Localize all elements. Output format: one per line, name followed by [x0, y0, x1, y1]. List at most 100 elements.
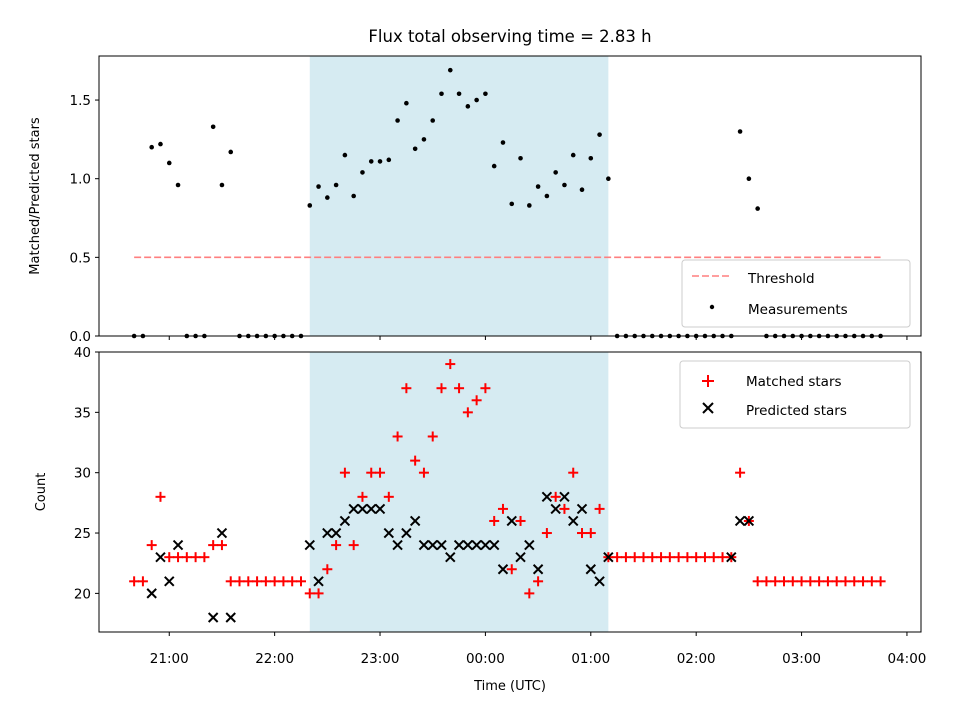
bottom-xtick-label: 04:00: [887, 651, 926, 667]
matched-star-marker: [436, 383, 447, 394]
measurement-point: [342, 152, 348, 158]
chart-title: Flux total observing time = 2.83 h: [368, 27, 651, 46]
measurement-point: [404, 100, 409, 106]
predicted-star-marker: [418, 539, 430, 551]
measurement-point: [166, 160, 172, 166]
predicted-star-marker: [392, 539, 403, 551]
measurement-point: [325, 195, 330, 200]
measurement-point: [746, 176, 752, 181]
measurement-point: [597, 132, 602, 137]
bottom-ylabel: Count: [34, 473, 49, 512]
matched-star-marker: [146, 540, 157, 551]
top-ytick-label: 1.0: [70, 172, 91, 188]
matched-star-marker: [822, 576, 833, 587]
matched-star-marker: [805, 576, 816, 587]
bottom-xtick-label: 00:00: [466, 651, 505, 667]
matched-star-marker: [735, 467, 746, 478]
measurement-point: [228, 149, 234, 155]
matched-star-marker: [875, 576, 886, 587]
measurement-point: [483, 91, 488, 97]
matched-star-marker: [515, 515, 526, 526]
predicted-star-marker: [480, 539, 491, 551]
matched-star-marker: [866, 576, 877, 587]
matched-star-marker: [190, 552, 201, 563]
predicted-star-marker: [726, 551, 737, 563]
predicted-star-marker: [497, 564, 509, 575]
matched-star-marker: [858, 576, 869, 587]
measurement-point: [527, 203, 532, 208]
matched-star-marker: [638, 552, 649, 563]
predicted-star-marker: [603, 551, 614, 563]
measurement-point: [368, 159, 374, 164]
matched-star-marker: [568, 467, 579, 478]
predicted-star-marker: [568, 515, 579, 527]
measurement-point: [588, 155, 594, 161]
predicted-star-marker: [524, 539, 535, 551]
top-ytick-label: 1.5: [70, 93, 91, 109]
matched-star-marker: [216, 540, 227, 551]
matched-star-marker: [427, 431, 438, 442]
matched-star-marker: [401, 383, 412, 394]
matched-star-marker: [770, 576, 781, 587]
measurement-point: [439, 91, 444, 97]
top-axes-frame: [98, 55, 922, 337]
measurement-point: [553, 170, 558, 175]
predicted-star-marker: [506, 515, 517, 527]
predicted-star-marker: [576, 503, 588, 515]
top-legend-box: [681, 259, 911, 328]
matched-star-marker: [252, 576, 263, 587]
matched-star-marker: [225, 576, 236, 587]
predicted-star-marker: [445, 551, 456, 563]
predicted-star-marker: [383, 527, 395, 539]
measurement-point: [500, 140, 506, 145]
measurement-point: [509, 201, 515, 207]
predicted-star-marker: [207, 612, 219, 623]
predicted-star-marker: [541, 491, 553, 503]
measurement-point: [149, 144, 154, 150]
predicted-star-marker: [559, 491, 570, 503]
measurement-point: [210, 124, 216, 130]
measurement-point: [360, 170, 365, 175]
predicted-star-marker: [172, 539, 184, 551]
predicted-star-marker: [585, 564, 597, 575]
matched-star-marker: [656, 552, 667, 563]
predicted-star-marker: [734, 515, 746, 527]
matched-star-marker: [392, 431, 403, 442]
bottom-xlabel: Time (UTC): [473, 679, 546, 694]
matched-star-marker: [673, 552, 684, 563]
matched-star-marker: [796, 576, 807, 587]
matched-star-marker: [497, 503, 508, 514]
matched-star-marker: [647, 552, 658, 563]
matched-star-marker: [164, 552, 175, 563]
matched-star-marker: [480, 383, 491, 394]
predicted-star-marker: [462, 539, 474, 551]
matched-star-marker: [524, 588, 535, 599]
measurement-point: [316, 184, 321, 189]
measurement-point: [474, 97, 479, 103]
bottom-ytick-label: 30: [74, 466, 91, 482]
matched-star-marker: [243, 576, 254, 587]
predicted-star-marker: [155, 551, 166, 563]
legend-measurements-label: Measurements: [748, 302, 848, 318]
bottom-ytick-label: 25: [74, 526, 91, 542]
top-panel: 0.0 0.5 1.0 1.5 Matched/Predicted stars Thr…: [28, 55, 922, 345]
matched-star-marker: [840, 576, 851, 587]
matched-star-marker: [585, 528, 596, 539]
predicted-star-marker: [409, 515, 421, 527]
predicted-star-marker: [339, 515, 351, 527]
matched-star-marker: [137, 576, 148, 587]
matched-star-marker: [533, 576, 544, 587]
predicted-star-marker: [164, 576, 175, 587]
matched-star-marker: [489, 515, 500, 526]
matched-star-marker: [199, 552, 210, 563]
measurement-point: [158, 141, 163, 147]
measurement-point: [737, 129, 743, 134]
matched-star-marker: [577, 528, 588, 539]
predicted-star-marker: [330, 527, 342, 539]
bottom-axes-frame: [98, 351, 922, 633]
matched-star-marker: [550, 491, 561, 502]
matched-star-marker: [278, 576, 289, 587]
measurement-point: [755, 206, 760, 211]
matched-star-marker: [375, 467, 386, 478]
